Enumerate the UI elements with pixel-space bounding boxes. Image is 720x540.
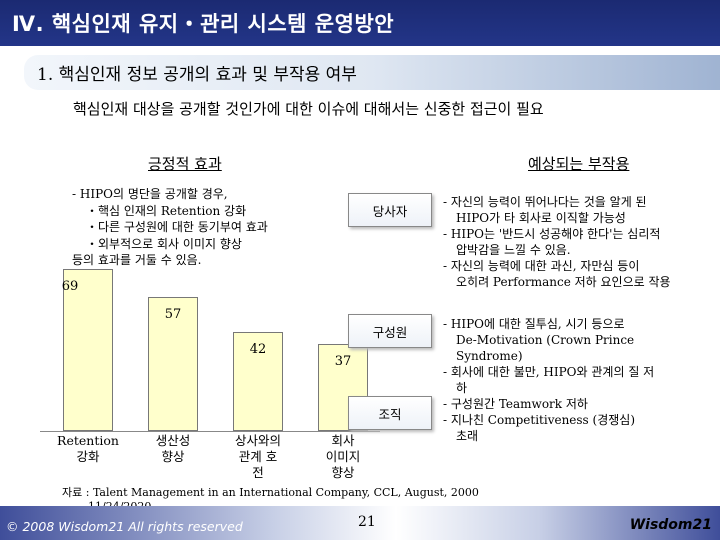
negative-line: - HIPO에 대한 질투심, 시기 등으로 [443,317,625,331]
negative-party-list: - 자신의 능력이 뛰어나다는 것을 알게 된 HIPO가 타 회사로 이직할 … [443,194,720,290]
negative-line: 오히려 Performance 저하 요인으로 작용 [456,275,671,289]
negative-line: - 구성원간 Teamwork 저하 [443,397,588,411]
negative-line: - 자신의 능력이 뛰어나다는 것을 알게 된 [443,195,647,209]
negative-line: 하 [456,381,468,395]
positive-line: ・다른 구성원에 대한 동기부여 효과 [86,220,268,234]
group-box-organization: 조직 [348,396,432,430]
negative-line: HIPO가 타 회사로 이직할 가능성 [456,211,626,225]
page-title: Ⅳ. 핵심인재 유지・관리 시스템 운영방안 [12,12,395,36]
page-number: 21 [358,514,376,530]
group-box-members: 구성원 [348,314,432,348]
negative-line: Syndrome) [456,349,523,363]
chart-category-label: 회사 이미지 향상 [325,433,361,480]
negative-line: 초래 [456,429,479,443]
lead-text: 핵심인재 대상을 공개할 것인가에 대한 이슈에 대해서는 신중한 접근이 필요 [73,100,544,118]
negative-line: - 자신의 능력에 대한 과신, 자만심 등이 [443,259,640,273]
section-subtitle: 1. 핵심인재 정보 공개의 효과 및 부작용 여부 [37,65,357,85]
subtitle-banner [24,55,720,90]
chart-category-label: 생산성 향상 [155,433,191,464]
brand-logo-text: Wisdom21 [629,517,712,533]
group-box-party: 당사자 [348,193,432,227]
positive-line: 등의 효과를 거둘 수 있음. [72,253,202,267]
negative-line: 압박감을 느낄 수 있음. [456,243,571,257]
chart-bar [63,268,113,431]
positive-line: ・외부적으로 회사 이미지 향상 [86,236,242,251]
negative-heading: 예상되는 부작용 [528,155,630,173]
negative-members-list: - HIPO에 대한 질투심, 시기 등으로 De-Motivation (Cr… [443,316,720,444]
chart-baseline [40,431,380,432]
positive-line: - HIPO의 명단을 공개할 경우, [72,187,228,201]
negative-line: De-Motivation (Crown Prince [456,333,635,347]
negative-line: - 회사에 대한 불만, HIPO와 관계의 질 저 [443,365,655,379]
positive-effects-list: - HIPO의 명단을 공개할 경우, ・핵심 인재의 Retention 강화… [72,186,372,269]
chart-bar-value: 57 [164,307,182,323]
copyright-text: © 2008 Wisdom21 All rights reserved [6,519,243,534]
chart-bar [148,297,198,431]
positive-heading: 긍정적 효과 [148,155,222,173]
negative-line: - 지나친 Competitiveness (경쟁심) [443,413,636,427]
source-citation: 자료 : Talent Management in an Internation… [62,486,479,499]
title-bar [0,0,720,46]
chart-bar-value: 69 [61,278,79,294]
chart-category-label: Retention 강화 [57,433,119,464]
positive-line: ・핵심 인재의 Retention 강화 [86,203,247,218]
chart-bar-value: 37 [334,354,352,370]
negative-line: - HIPO는 '반드시 성공해야 한다'는 심리적 [443,227,661,241]
chart-bar-value: 42 [249,342,267,358]
footer-bar [0,506,720,540]
chart-bar [233,332,283,431]
